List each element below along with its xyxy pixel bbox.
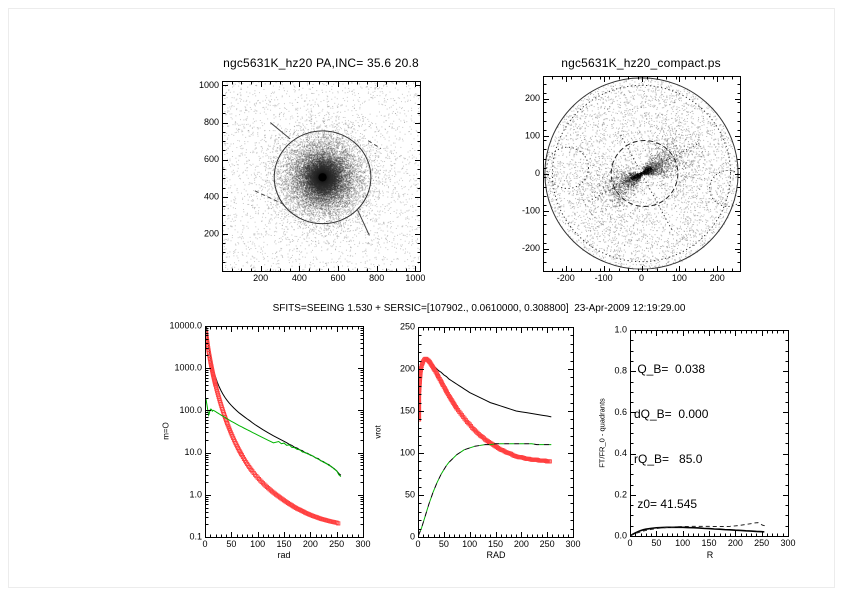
quadrants-yaxis-label: FT/FR_0 - quadrants [597,398,607,468]
profile-xaxis-label: rad [277,550,291,560]
profile-yaxis-label: m=O [161,422,171,440]
rotation-yaxis-label: vrot [373,425,383,439]
fit-summary-title: SFITS=SEEING 1.530 + SERSIC=[107902., 0.… [272,303,686,314]
quadrants-xaxis-label: R [706,550,714,560]
annotation-rqb: rQ_B= 85.0 [634,452,703,466]
annotation-z0: z0= 41.545 [634,497,698,511]
compact-plot-title: ngc5631K_hz20_compact.ps [561,56,721,70]
fit-parameters-annotation: Q_B= 0.038 dQ_B= 0.000 rQ_B= 85.0 z0= 41… [634,332,708,527]
rotation-xaxis-label: RAD [486,550,506,560]
galaxy-plot-title: ngc5631K_hz20 PA,INC= 35.6 20.8 [223,56,419,70]
annotation-dqb: dQ_B= 0.000 [634,407,709,421]
annotation-qb: Q_B= 0.038 [634,362,706,376]
